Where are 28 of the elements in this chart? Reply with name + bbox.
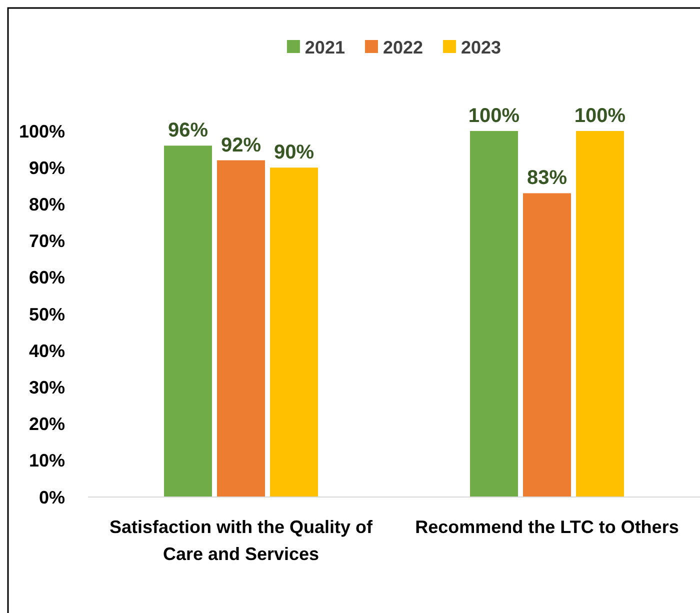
bar: [164, 146, 212, 497]
y-tick-label: 60%: [28, 268, 65, 288]
data-label: 92%: [220, 134, 262, 156]
y-tick-label: 30%: [28, 378, 65, 398]
y-tick-label: 50%: [28, 304, 65, 324]
bar: [470, 131, 518, 497]
y-tick-label: 80%: [28, 194, 65, 214]
bar: [217, 160, 265, 497]
data-label: 100%: [468, 105, 520, 127]
y-tick-label: 100%: [18, 121, 65, 142]
data-label: 90%: [274, 142, 314, 164]
data-label: 96%: [168, 120, 208, 142]
y-tick-label: 70%: [28, 231, 65, 252]
legend-label: 2023: [461, 37, 502, 58]
data-label: 100%: [574, 105, 626, 127]
y-tick-label: 0%: [38, 487, 65, 508]
bar: [270, 168, 318, 497]
y-tick-label: 10%: [28, 450, 65, 471]
y-tick-label: 20%: [28, 414, 65, 434]
data-label: 83%: [526, 167, 568, 190]
x-tick-label: Satisfaction with the Quality of Care and Services: [109, 517, 374, 564]
legend-label: 2021: [304, 37, 345, 58]
y-tick-label: 40%: [28, 340, 65, 361]
legend-label: 2022: [382, 37, 424, 58]
bar: [523, 193, 571, 497]
x-tick-label: Recommend the LTC to Others: [415, 517, 679, 537]
bar: [576, 131, 624, 497]
y-tick-label: 90%: [28, 158, 65, 178]
